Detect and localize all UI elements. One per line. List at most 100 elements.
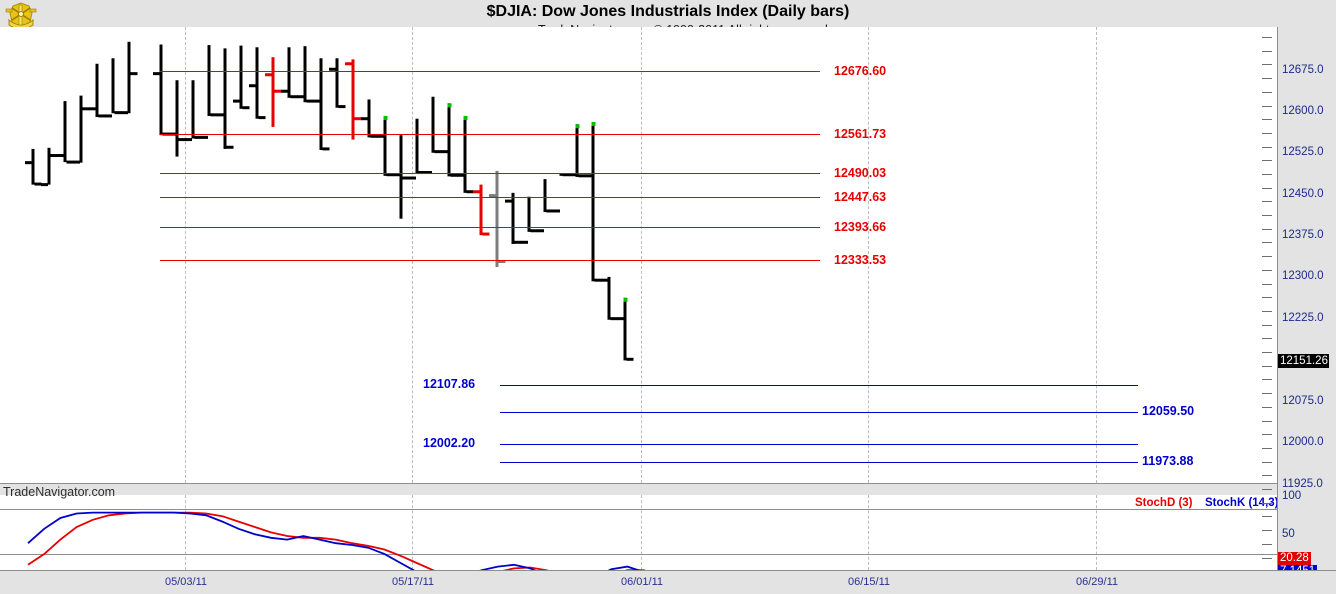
price-axis-label: 12000.0 (1282, 436, 1324, 448)
axis-tick (1262, 284, 1272, 285)
axis-tick (1262, 530, 1272, 531)
bar-high-marker (591, 121, 596, 126)
chart-title: $DJIA: Dow Jones Industrials Index (Dail… (486, 3, 850, 20)
gridline-horizontal (0, 509, 1277, 510)
resistance-label: 12490.03 (834, 166, 887, 180)
bar-high-marker (623, 297, 628, 302)
support-label: 12107.86 (423, 377, 476, 391)
resistance-label: 12333.53 (834, 253, 887, 267)
ohlc-bar (489, 170, 506, 268)
price-axis-label: 12525.0 (1282, 146, 1324, 158)
gridline-vertical (868, 27, 869, 483)
ohlc-bar (601, 276, 618, 321)
ohlc-bar (473, 184, 490, 236)
resistance-line[interactable] (160, 260, 820, 261)
axis-tick (1262, 188, 1272, 189)
ohlc-bar (297, 46, 314, 103)
ohlc-bar (153, 44, 170, 136)
resistance-label: 12561.73 (834, 127, 887, 141)
support-line[interactable] (500, 385, 1138, 386)
current-price-marker: 12151.26 (1278, 354, 1329, 368)
ohlc-bar (185, 80, 202, 142)
resistance-label: 12676.60 (834, 64, 887, 78)
price-axis-label: 11925.0 (1282, 478, 1323, 490)
price-axis-label: 12300.0 (1282, 270, 1324, 282)
ohlc-bar (233, 45, 250, 110)
resistance-label: 12447.63 (834, 190, 887, 204)
ohlc-bar (425, 96, 442, 175)
axis-tick (1262, 503, 1272, 504)
axis-tick (1262, 78, 1272, 79)
ohlc-bar (345, 59, 362, 140)
axis-tick (1262, 516, 1272, 517)
support-line[interactable] (500, 444, 1138, 445)
axis-tick (1262, 558, 1272, 559)
gridline-vertical (412, 27, 413, 483)
axis-tick (1262, 92, 1272, 93)
date-axis[interactable]: 05/03/11 05/17/11 06/01/11 06/15/11 06/2… (0, 570, 1336, 594)
support-label: 11973.88 (1142, 454, 1194, 468)
bar-high-marker (447, 103, 452, 108)
ohlc-bar (73, 95, 90, 164)
date-axis-label: 06/01/11 (620, 576, 664, 588)
axis-tick (1262, 544, 1272, 545)
stoch-d-line (27, 511, 646, 570)
axis-tick (1262, 297, 1272, 298)
ohlc-bar (537, 179, 554, 233)
axis-tick (1262, 37, 1272, 38)
axis-tick (1262, 160, 1272, 161)
ohlc-bar (329, 58, 346, 109)
gridline-vertical (1096, 27, 1097, 483)
stoch-k-legend: StochK (14,3) (1205, 497, 1277, 509)
price-axis-gutter[interactable] (1277, 27, 1336, 570)
gridline-vertical (868, 495, 869, 570)
stoch-axis-label: 50 (1282, 528, 1295, 540)
bar-high-marker (383, 115, 388, 120)
resistance-line[interactable] (160, 173, 820, 174)
resistance-line[interactable] (160, 134, 820, 135)
ohlc-bar (265, 57, 282, 127)
stochastic-pane[interactable]: TradeNavigator.com StochD (3) StochK (14… (0, 484, 1277, 570)
ohlc-bar (585, 121, 602, 282)
axis-tick (1262, 201, 1272, 202)
ohlc-bar (617, 297, 634, 361)
ohlc-bar (313, 58, 330, 151)
axis-tick (1262, 379, 1272, 380)
gridline-vertical (641, 27, 642, 483)
ohlc-bar (553, 173, 570, 213)
ohlc-bar (441, 103, 458, 177)
bar-high-marker (575, 124, 580, 129)
ohlc-bar (393, 135, 410, 219)
axis-tick (1262, 311, 1272, 312)
price-chart-pane[interactable]: 12676.60 12561.73 12490.03 12447.63 1239… (0, 27, 1277, 484)
support-line[interactable] (500, 412, 1138, 413)
axis-tick (1262, 133, 1272, 134)
ohlc-bar (569, 124, 586, 178)
axis-tick (1262, 229, 1272, 230)
axis-tick (1262, 462, 1272, 463)
ohlc-bar (281, 47, 298, 99)
resistance-line[interactable] (160, 71, 820, 72)
stoch-d-legend: StochD (3) (1135, 497, 1193, 509)
gridline-vertical (1096, 495, 1097, 570)
support-line[interactable] (500, 462, 1138, 463)
bar-high-marker (463, 115, 468, 120)
price-axis-label: 12225.0 (1282, 312, 1324, 324)
support-label: 12002.20 (423, 436, 476, 450)
ohlc-bar (409, 118, 426, 180)
ohlc-bar (217, 48, 234, 149)
ohlc-bar (105, 58, 122, 118)
axis-tick (1262, 270, 1272, 271)
stoch-axis-label: 100 (1282, 490, 1302, 502)
stochastic-header-strip (0, 484, 1277, 495)
resistance-line[interactable] (160, 227, 820, 228)
date-axis-label: 06/15/11 (847, 576, 891, 588)
axis-tick (1262, 352, 1272, 353)
price-axis-label: 12375.0 (1282, 229, 1324, 241)
axis-tick-column (1262, 27, 1277, 570)
ohlc-bar (89, 63, 106, 118)
ohlc-bar (505, 192, 522, 244)
axis-tick (1262, 256, 1272, 257)
resistance-line[interactable] (160, 197, 820, 198)
